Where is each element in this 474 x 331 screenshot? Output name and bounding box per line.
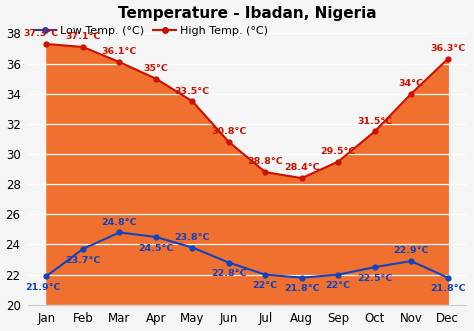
Legend: Low Temp. (°C), High Temp. (°C): Low Temp. (°C), High Temp. (°C) <box>34 26 268 36</box>
Text: 22°C: 22°C <box>253 281 278 290</box>
Text: 34°C: 34°C <box>399 79 424 88</box>
Text: 21.8°C: 21.8°C <box>284 284 319 294</box>
Text: 22.5°C: 22.5°C <box>357 274 392 283</box>
Text: 28.8°C: 28.8°C <box>247 158 283 166</box>
Text: 37.3°C: 37.3°C <box>23 29 59 38</box>
Text: 23.7°C: 23.7°C <box>65 256 100 265</box>
Text: 31.5°C: 31.5°C <box>357 117 392 126</box>
Text: 24.5°C: 24.5°C <box>138 244 173 253</box>
Text: 29.5°C: 29.5°C <box>320 147 356 156</box>
Text: 24.8°C: 24.8°C <box>101 218 137 227</box>
Text: 33.5°C: 33.5°C <box>175 86 210 96</box>
Text: 21.8°C: 21.8°C <box>430 284 465 294</box>
Text: 30.8°C: 30.8°C <box>211 127 246 136</box>
Text: 36.1°C: 36.1°C <box>102 47 137 56</box>
Text: 22.9°C: 22.9°C <box>393 246 429 255</box>
Text: 35°C: 35°C <box>144 64 168 73</box>
Text: 22°C: 22°C <box>326 281 351 290</box>
Text: 36.3°C: 36.3°C <box>430 44 465 53</box>
Text: 23.8°C: 23.8°C <box>174 233 210 242</box>
Text: 21.9°C: 21.9°C <box>25 283 61 292</box>
Text: 22.8°C: 22.8°C <box>211 269 246 278</box>
Text: 28.4°C: 28.4°C <box>284 164 319 172</box>
Title: Temperature - Ibadan, Nigeria: Temperature - Ibadan, Nigeria <box>118 6 376 21</box>
Text: 37.1°C: 37.1°C <box>65 32 100 41</box>
